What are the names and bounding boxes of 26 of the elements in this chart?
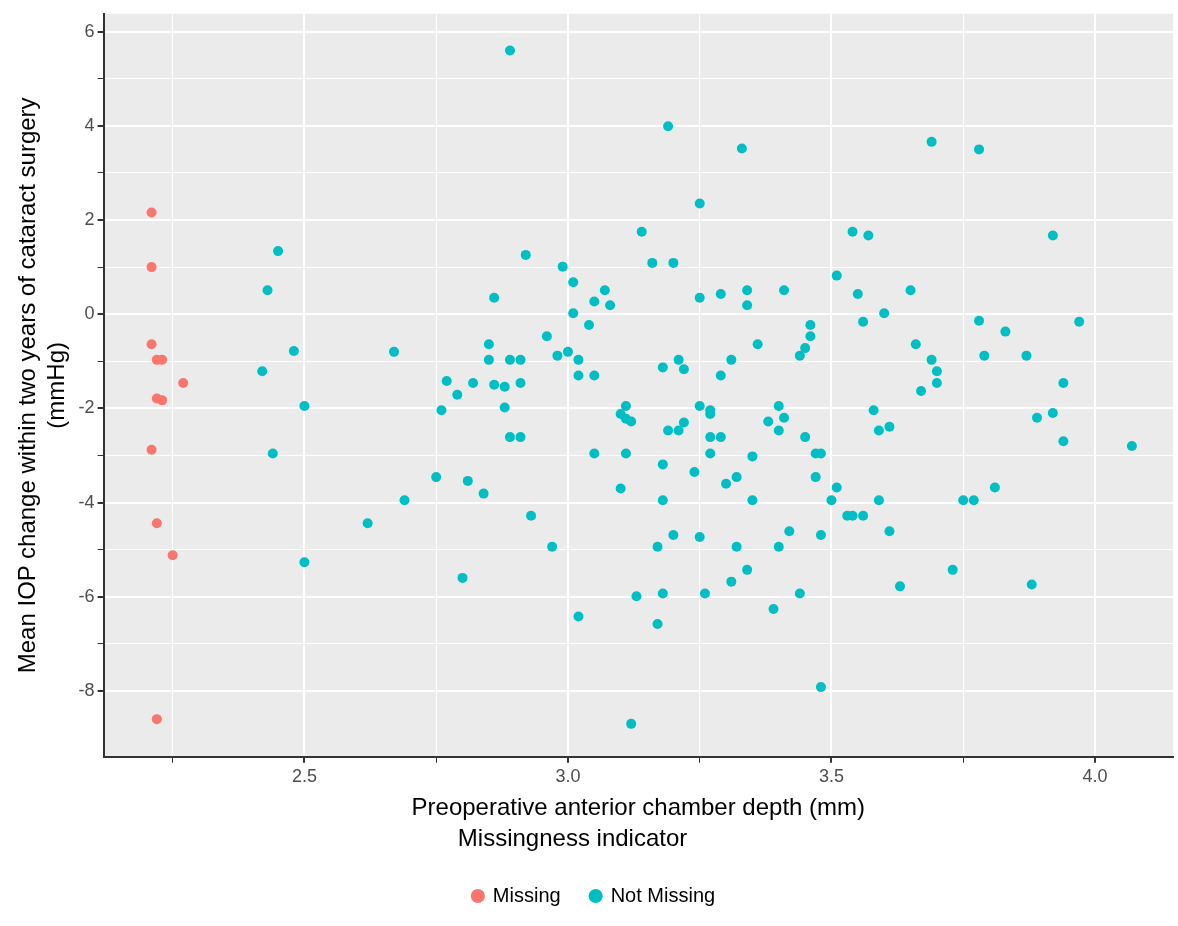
y-tick-label: 0 [84, 303, 95, 324]
y-tick-label: 4 [84, 114, 95, 135]
legend-label: Missing [492, 883, 561, 906]
text: 4.0 [1082, 765, 1108, 786]
y-tick-label: -4 [78, 491, 95, 512]
legend-label: Not Missing [610, 883, 716, 906]
point [167, 550, 178, 561]
x-tick-label: 3.5 [818, 765, 844, 786]
y-tick-label: 2 [84, 209, 95, 229]
point [146, 262, 157, 273]
x-axis-title: Preoperative anterior chamber depth (mm) [411, 793, 866, 821]
text: 3.0 [555, 765, 581, 786]
point [157, 395, 168, 406]
point [178, 377, 189, 388]
point [151, 518, 162, 529]
x-tick-label: 2.5 [291, 765, 317, 786]
point [146, 444, 157, 455]
y-tick-label: -8 [78, 679, 95, 700]
point [146, 207, 157, 218]
point [146, 339, 157, 350]
y-tick-label: -6 [78, 585, 95, 606]
y-tick-label: 6 [84, 20, 95, 41]
y-axis-title: Mean IOP change within two years of cataract surgery (mmHg) [13, 97, 69, 674]
y-tick-label: -2 [78, 397, 95, 418]
point [151, 714, 162, 725]
legend-title: Missingness indicator [457, 823, 688, 851]
